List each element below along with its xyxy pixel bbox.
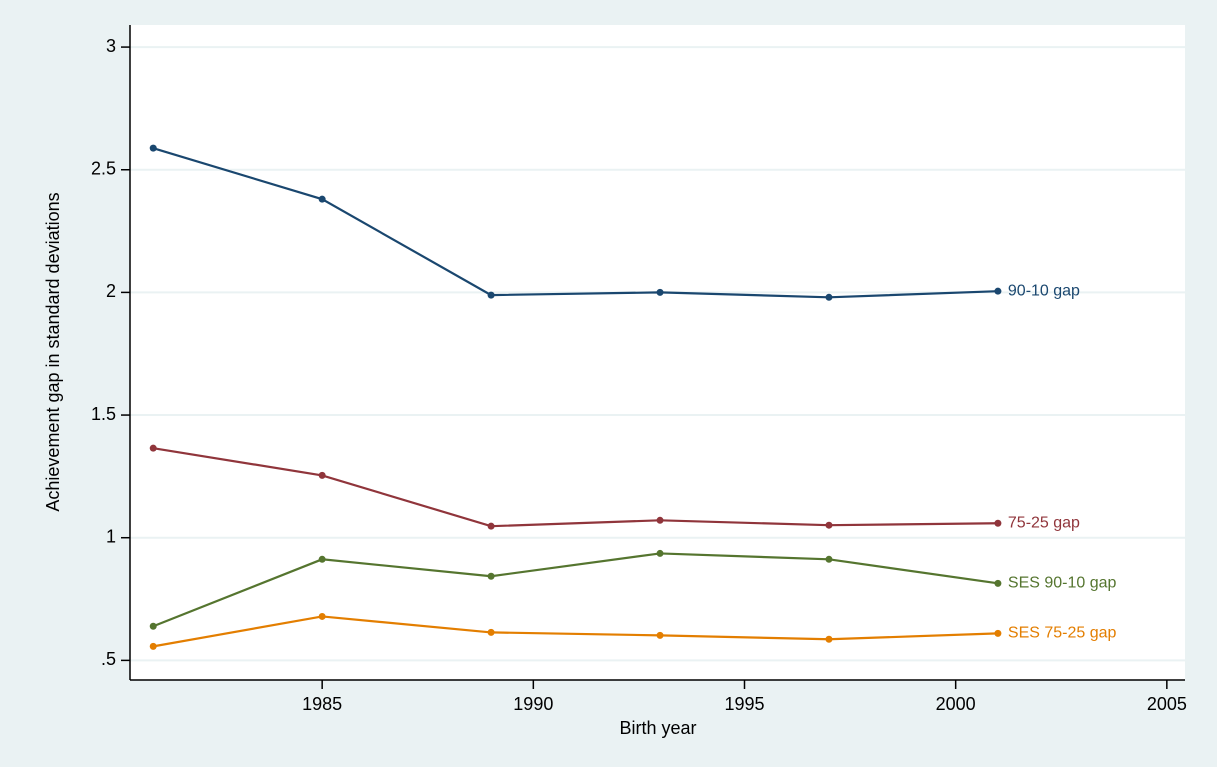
x-tick-label: 1995: [724, 694, 764, 714]
data-point: [656, 549, 664, 557]
data-point: [149, 622, 157, 630]
series-line: [153, 615, 998, 648]
data-point: [656, 288, 664, 296]
x-tick-label: 1990: [513, 694, 553, 714]
data-point: [318, 195, 326, 203]
series-label: 90-10 gap: [1008, 282, 1080, 299]
x-tick-label: 1985: [302, 694, 342, 714]
y-tick-label: 1.5: [91, 404, 116, 424]
series-line: [153, 447, 998, 528]
y-tick-label: 2.5: [91, 158, 116, 178]
series-label: SES 75-25 gap: [1008, 625, 1117, 642]
x-tick-label: 2000: [936, 694, 976, 714]
data-point: [487, 628, 495, 636]
data-point: [318, 555, 326, 563]
data-point: [656, 516, 664, 524]
y-axis-title: Achievement gap in standard deviations: [43, 192, 63, 511]
y-tick-label: 3: [106, 36, 116, 56]
data-point: [994, 579, 1002, 587]
data-point: [487, 572, 495, 580]
data-point: [149, 642, 157, 650]
series-label: SES 90-10 gap: [1008, 575, 1117, 592]
data-point: [149, 144, 157, 152]
data-point: [994, 287, 1002, 295]
series-line: [152, 552, 999, 628]
plot-area: [130, 25, 1185, 680]
series-line: [152, 147, 998, 299]
y-tick-label: 2: [106, 281, 116, 301]
series-label: 75-25 gap: [1008, 514, 1080, 531]
data-point: [825, 521, 833, 529]
y-tick-label: 1: [106, 526, 116, 546]
data-point: [318, 471, 326, 479]
data-point: [656, 631, 664, 639]
data-point: [487, 291, 495, 299]
y-tick-label: .5: [101, 649, 116, 669]
data-point: [318, 612, 326, 620]
data-point: [994, 519, 1002, 527]
x-tick-label: 2005: [1147, 694, 1187, 714]
data-point: [487, 522, 495, 530]
data-point: [825, 555, 833, 563]
data-point: [825, 293, 833, 301]
data-point: [149, 444, 157, 452]
data-point: [825, 635, 833, 643]
x-axis-title: Birth year: [619, 718, 696, 738]
data-point: [994, 629, 1002, 637]
